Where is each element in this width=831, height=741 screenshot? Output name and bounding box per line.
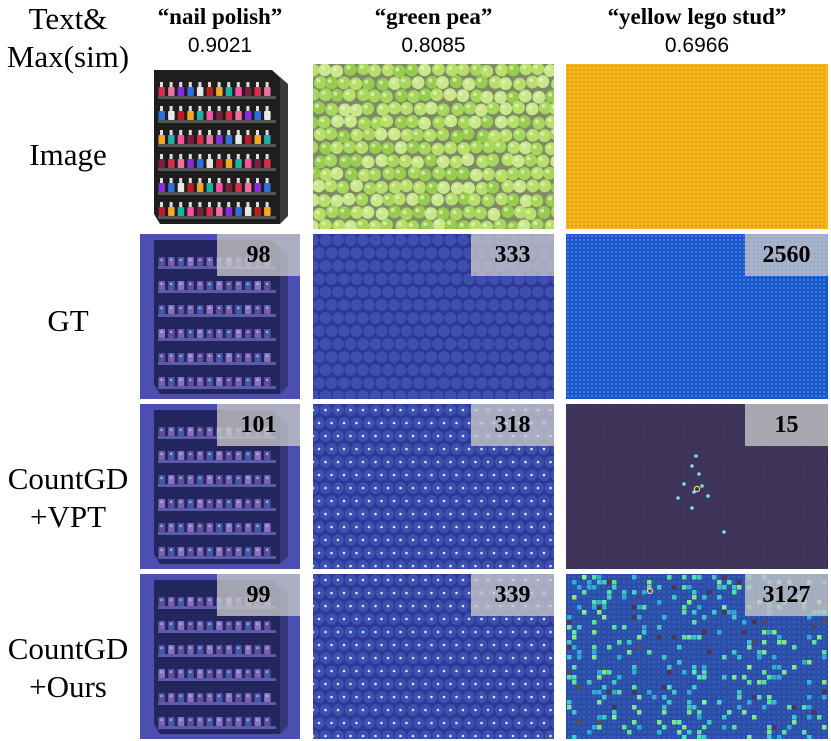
column-max-sim: 0.8085 (401, 34, 466, 57)
vpt-density-green-pea: 318 (313, 404, 554, 569)
row-label-line: GT (47, 303, 89, 338)
image-yellow-lego (566, 64, 828, 229)
column-text: “yellow lego stud” (607, 4, 787, 29)
count-badge: 98 (217, 234, 300, 276)
corner-header: Text& Max(sim) (0, 0, 136, 76)
image-green-pea (313, 64, 554, 229)
image-nail-polish (140, 64, 300, 229)
row-label-countgd-ours: CountGD +Ours (0, 630, 136, 706)
count-badge: 318 (471, 404, 554, 446)
ours-density-green-pea: 339 (313, 574, 554, 739)
vpt-density-yellow-lego: 15 (566, 404, 828, 569)
count-badge: 99 (217, 574, 300, 616)
column-max-sim: 0.9021 (187, 34, 253, 57)
count-badge: 3127 (745, 574, 828, 616)
count-badge: 101 (217, 404, 300, 446)
column-text: “nail polish” (157, 4, 283, 29)
column-header-nail-polish: “nail polish” 0.9021 (140, 4, 300, 58)
column-max-sim: 0.6966 (664, 34, 730, 57)
row-label-line: CountGD (7, 631, 129, 666)
gt-density-yellow-lego: 2560 (566, 234, 828, 399)
ours-density-nail-polish: 99 (140, 574, 300, 739)
column-header-yellow-lego-stud: “yellow lego stud” 0.6966 (566, 4, 828, 58)
gt-density-green-pea: 333 (313, 234, 554, 399)
column-text: “green pea” (374, 4, 493, 29)
row-label-line: +Ours (29, 669, 107, 704)
row-label-line: +VPT (29, 499, 107, 534)
corner-header-line2: Max(sim) (6, 39, 130, 74)
count-badge: 15 (745, 404, 828, 446)
gt-density-nail-polish: 98 (140, 234, 300, 399)
row-label-line: Image (29, 137, 107, 172)
row-label-image: Image (0, 136, 136, 174)
row-label-countgd-vpt: CountGD +VPT (0, 460, 136, 536)
column-header-green-pea: “green pea” 0.8085 (313, 4, 554, 58)
count-badge: 339 (471, 574, 554, 616)
count-badge: 333 (471, 234, 554, 276)
row-label-gt: GT (0, 302, 136, 340)
corner-header-line1: Text& (28, 1, 108, 36)
count-badge: 2560 (745, 234, 828, 276)
ours-density-yellow-lego: 3127 (566, 574, 828, 739)
row-label-line: CountGD (7, 461, 129, 496)
vpt-density-nail-polish: 101 (140, 404, 300, 569)
